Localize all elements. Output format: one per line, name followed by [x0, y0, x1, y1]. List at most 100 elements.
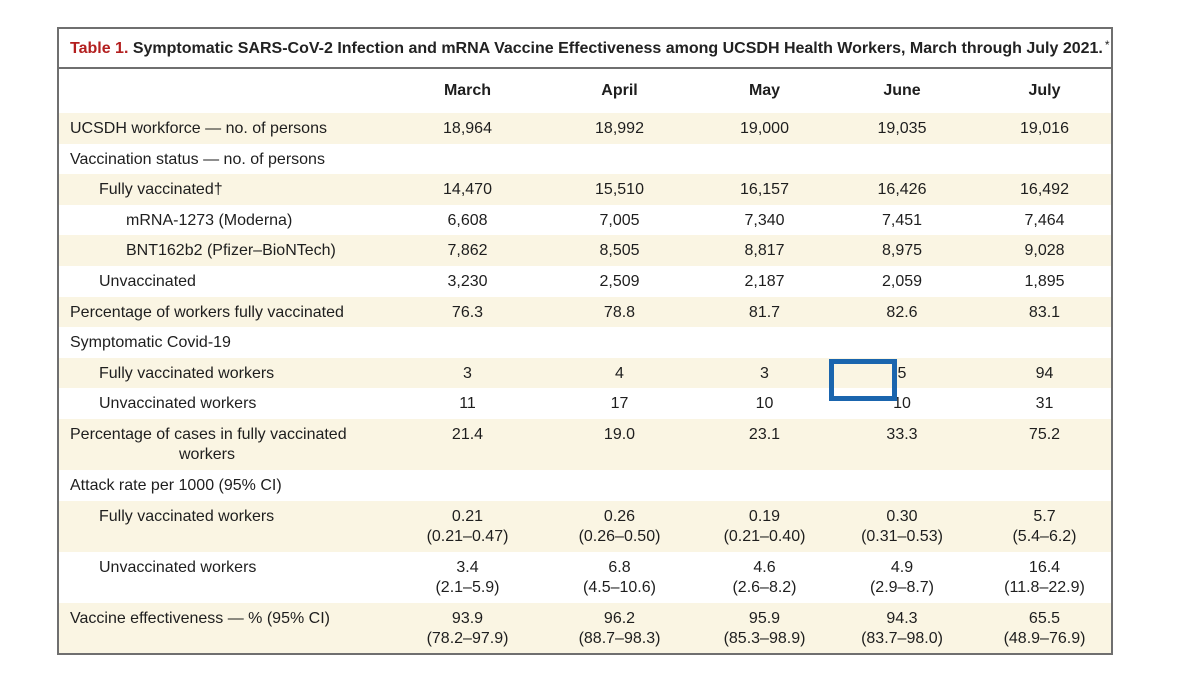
cell-may: 10 [755, 395, 774, 413]
cell-july: 75.2 [978, 418, 1111, 470]
cell-april: 0.26 (0.26–0.50) [536, 500, 703, 552]
cell-june: 16,426 [826, 174, 978, 205]
cell-june: 8,975 [826, 235, 978, 266]
cell-june: 0.30 (0.31–0.53) [826, 500, 978, 552]
table-row-attack-rate: Attack rate per 1000 (95% CI) [59, 470, 1111, 501]
table-row-symptomatic-unvaccinated: Unvaccinated workers 11 17 10 10 31 [59, 388, 1111, 419]
table-row-pfizer: BNT162b2 (Pfizer–BioNTech) 7,862 8,505 8… [59, 235, 1111, 266]
vaccine-effectiveness-table: March April May June July UCSDH workforc… [59, 69, 1111, 653]
row-label: BNT162b2 (Pfizer–BioNTech) [59, 235, 399, 266]
row-label: Vaccination status — no. of persons [70, 150, 325, 168]
cell-july: 65.5 (48.9–76.9) [978, 602, 1111, 653]
header-march: March [443, 82, 492, 99]
cell-june: 4.9 (2.9–8.7) [826, 552, 978, 603]
cell-value: 6.8 [608, 558, 631, 576]
table-row-fully-vaccinated: Fully vaccinated† 14,470 15,510 16,157 1… [59, 174, 1111, 205]
cell-may: 8,817 [703, 235, 826, 266]
cell-ci: (11.8–22.9) [1004, 578, 1085, 596]
table-row-pct-fully-vaccinated: Percentage of workers fully vaccinated 7… [59, 296, 1111, 328]
table-row-symptomatic-covid: Symptomatic Covid-19 [59, 327, 1111, 358]
cell-march: 93.9 (78.2–97.9) [399, 602, 536, 653]
cell-march: 14,470 [399, 174, 536, 205]
cell-july: 94 [978, 357, 1111, 389]
cell-june: 94.3 (83.7–98.0) [826, 602, 978, 653]
table-row-vaccine-effectiveness: Vaccine effectiveness — % (95% CI) 93.9 (… [59, 602, 1111, 653]
cell-april: 2,509 [599, 272, 640, 290]
cell-march: 76.3 [399, 296, 536, 328]
cell-march: 18,964 [399, 113, 536, 144]
cell-july: 31 [1035, 395, 1054, 413]
cell-ci: (83.7–98.0) [861, 629, 943, 647]
table-row-pct-cases: Percentage of cases in fully vaccinated … [59, 418, 1111, 470]
cell-may: 2,187 [744, 272, 785, 290]
table-caption: Table 1. Symptomatic SARS-CoV-2 Infectio… [59, 29, 1111, 69]
row-label: Unvaccinated [99, 272, 196, 290]
cell-april: 7,005 [599, 211, 640, 229]
row-label: Unvaccinated workers [99, 558, 257, 576]
cell-may: 16,157 [703, 174, 826, 205]
row-label-line1: Percentage of cases in fully vaccinated [70, 425, 347, 443]
cell-value: 0.19 [748, 507, 781, 525]
cell-march: 3 [399, 357, 536, 389]
cell-june: 2,059 [881, 272, 923, 290]
cell-may: 81.7 [703, 296, 826, 328]
cell-value: 4.9 [890, 558, 914, 576]
cell-march: 11 [459, 395, 476, 413]
cell-march: 3,230 [447, 272, 488, 290]
row-label: Unvaccinated workers [99, 395, 257, 413]
cell-ci: (4.5–10.6) [583, 578, 656, 596]
table-row-vaccination-status: Vaccination status — no. of persons [59, 144, 1111, 175]
cell-value: 0.21 [451, 507, 484, 525]
cell-april: 78.8 [536, 296, 703, 328]
row-label: Percentage of cases in fully vaccinated … [59, 418, 399, 470]
cell-july: 16,492 [978, 174, 1111, 205]
row-label: Attack rate per 1000 (95% CI) [70, 476, 282, 494]
cell-april: 15,510 [536, 174, 703, 205]
cell-value: 16.4 [1028, 558, 1061, 576]
cell-may: 4.6 (2.6–8.2) [703, 552, 826, 603]
cell-may: 7,340 [744, 211, 785, 229]
row-label: Fully vaccinated workers [59, 357, 399, 389]
cell-march: 3.4 (2.1–5.9) [399, 552, 536, 603]
cell-ci: (0.26–0.50) [578, 527, 661, 545]
cell-april: 8,505 [536, 235, 703, 266]
cell-march: 7,862 [399, 235, 536, 266]
cell-ci: (0.21–0.47) [426, 527, 509, 545]
cell-may: 23.1 [703, 418, 826, 470]
cell-june: 33.3 [826, 418, 978, 470]
cell-ci: (0.21–0.40) [723, 527, 806, 545]
cell-may: 19,000 [703, 113, 826, 144]
cell-june: 82.6 [826, 296, 978, 328]
cell-march: 21.4 [399, 418, 536, 470]
cell-july: 9,028 [978, 235, 1111, 266]
cell-value: 93.9 [451, 609, 484, 627]
cell-may: 95.9 (85.3–98.9) [703, 602, 826, 653]
cell-value: 0.26 [603, 507, 636, 525]
cell-july: 7,464 [1024, 211, 1065, 229]
cell-july: 16.4 (11.8–22.9) [978, 552, 1111, 603]
cell-april: 19.0 [536, 418, 703, 470]
cell-april: 6.8 (4.5–10.6) [536, 552, 703, 603]
cell-value: 0.30 [886, 507, 918, 525]
header-june: June [883, 82, 921, 99]
cell-ci: (2.1–5.9) [435, 578, 500, 596]
cell-ci: (2.9–8.7) [869, 578, 935, 596]
cell-june-highlighted: 5 [826, 357, 978, 401]
table-row-attack-unvaccinated: Unvaccinated workers 3.4 (2.1–5.9) 6.8 (4.… [59, 552, 1111, 603]
cell-value: 96.2 [603, 609, 636, 627]
cell-april: 4 [536, 357, 703, 389]
cell-value: 5.7 [1033, 507, 1056, 525]
cell-value: 3.4 [456, 558, 479, 576]
header-blank [59, 69, 399, 113]
cell-ci: (85.3–98.9) [723, 629, 806, 647]
cell-june: 10 [893, 395, 911, 413]
cell-june: 19,035 [826, 113, 978, 144]
cell-ci: (2.6–8.2) [732, 578, 797, 596]
row-label: Vaccine effectiveness — % (95% CI) [59, 602, 399, 653]
cell-value: 4.6 [753, 558, 776, 576]
header-row: March April May June July [59, 69, 1111, 113]
header-july: July [1028, 82, 1061, 99]
caption-number: Table 1. [70, 40, 129, 57]
cell-value: 95.9 [748, 609, 781, 627]
cell-ci: (48.9–76.9) [1003, 629, 1086, 647]
